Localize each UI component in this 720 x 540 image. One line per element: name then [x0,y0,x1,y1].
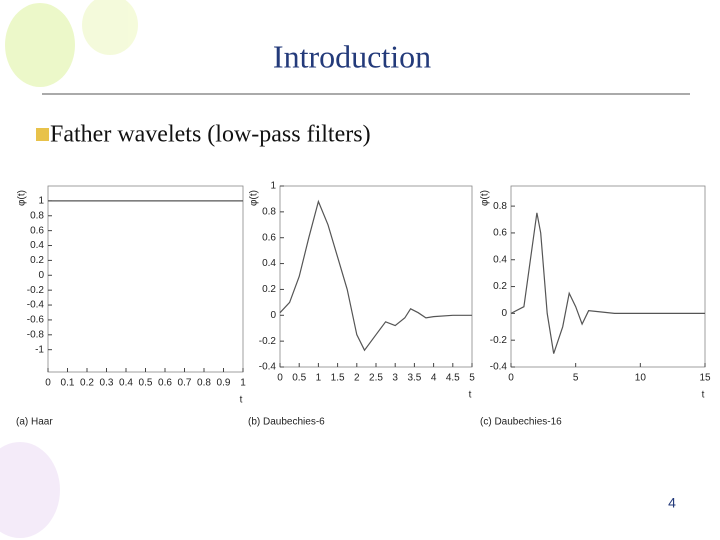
x-tick-label: 0.3 [100,378,114,389]
y-tick-label: 1 [38,196,44,207]
x-tick-label: 3 [392,373,398,384]
y-axis-label: φ(t) [480,190,491,206]
x-tick-label: 0.5 [292,373,306,384]
y-tick-label: 0 [501,308,507,319]
slide-title: Introduction [273,38,431,74]
x-tick-label: 5 [573,373,579,384]
x-axis-label: t [469,390,472,401]
y-tick-label: 0.2 [30,255,44,266]
y-tick-label: -0.2 [259,336,277,347]
x-tick-label: 1.5 [331,373,345,384]
plot-frame [510,185,706,368]
x-tick-label: 1 [240,378,246,389]
y-tick-label: 0 [38,270,44,281]
y-tick-label: 0.4 [262,258,276,269]
chart-caption: (b) Daubechies-6 [248,417,325,428]
x-axis-label: t [240,395,243,406]
y-tick-label: 0.8 [493,201,507,212]
x-tick-label: 0.9 [217,378,231,389]
y-tick-label: -1 [35,344,44,355]
data-line [510,212,705,354]
y-tick-label: 0.4 [493,254,507,265]
x-tick-label: 2 [354,373,360,384]
y-tick-label: 0 [270,310,276,321]
x-axis-label: t [702,390,705,401]
x-tick-label: 0 [277,373,283,384]
y-tick-label: 0.8 [30,210,44,221]
x-tick-label: 0.1 [61,378,75,389]
y-tick-label: 0.2 [262,284,276,295]
y-tick-label: 0.6 [30,225,44,236]
x-tick-label: 0.8 [197,378,211,389]
y-tick-label: 0.4 [30,240,44,251]
x-tick-label: 5 [469,373,475,384]
y-tick-label: -0.4 [490,362,508,373]
x-tick-label: 0.6 [158,378,172,389]
y-tick-label: -0.8 [27,329,45,340]
chart-caption: (a) Haar [16,417,53,428]
data-line [279,199,472,352]
balloon-decoration [0,0,138,538]
y-tick-label: 0.6 [493,228,507,239]
x-tick-label: 3.5 [407,373,421,384]
x-tick-label: 1 [316,373,322,384]
x-tick-label: 2.5 [369,373,383,384]
x-tick-label: 15 [699,373,711,384]
x-tick-label: 0.4 [119,378,133,389]
y-tick-label: -0.2 [490,335,508,346]
page-number: 4 [668,495,676,511]
y-tick-label: -0.2 [27,285,45,296]
y-axis-label: φ(t) [17,190,28,206]
y-tick-label: 0.2 [493,281,507,292]
x-tick-label: 0 [45,378,51,389]
y-tick-label: -0.4 [27,300,45,311]
bullet-text: Father wavelets (low-pass filters) [50,122,371,148]
y-axis-label: φ(t) [249,190,260,206]
x-tick-label: 4.5 [446,373,460,384]
y-tick-label: -0.4 [259,362,277,373]
y-tick-label: -0.6 [27,315,45,326]
x-tick-label: 10 [635,373,647,384]
x-tick-label: 0 [508,373,514,384]
x-tick-label: 0.7 [178,378,192,389]
chart-caption: (c) Daubechies-16 [480,417,562,428]
y-tick-label: 1 [270,181,276,192]
y-tick-label: 0.8 [262,206,276,217]
y-tick-label: 0.6 [262,232,276,243]
x-tick-label: 0.5 [139,378,153,389]
bullet-icon [36,128,49,141]
x-tick-label: 4 [431,373,437,384]
x-tick-label: 0.2 [80,378,94,389]
